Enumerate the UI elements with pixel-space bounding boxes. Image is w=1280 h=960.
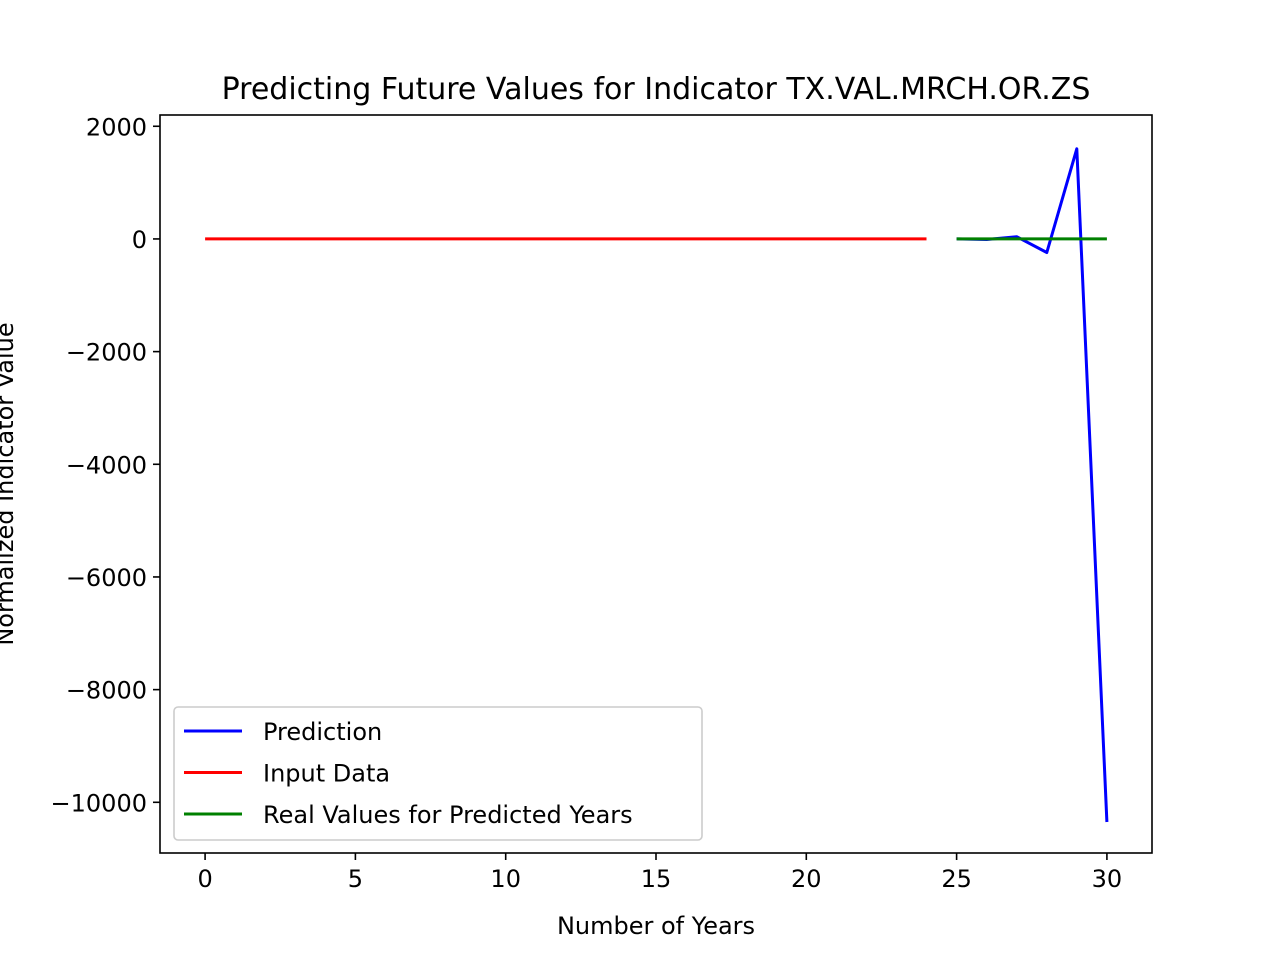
- x-tick-label: 5: [348, 865, 363, 893]
- y-tick-label: −2000: [66, 339, 147, 367]
- y-tick-label: −8000: [66, 677, 147, 705]
- y-tick-label: −6000: [66, 564, 147, 592]
- y-tick-label: 0: [132, 226, 147, 254]
- x-tick-label: 10: [490, 865, 521, 893]
- legend-label-2: Real Values for Predicted Years: [263, 801, 633, 829]
- legend: Prediction Input Data Real Values for Pred…: [173, 706, 703, 841]
- y-tick-label: −4000: [66, 451, 147, 479]
- plot-lines: [205, 147, 1109, 823]
- y-tick-label: −10000: [51, 789, 147, 817]
- y-axis-ticks: 2000 0 −2000 −4000 −6000 −8000 −10000: [51, 113, 160, 817]
- y-axis-label: Normalized Indicator Value: [0, 322, 19, 645]
- x-tick-label: 0: [197, 865, 212, 893]
- legend-label-0: Prediction: [263, 718, 382, 746]
- x-tick-label: 20: [791, 865, 822, 893]
- y-tick-label: 2000: [86, 113, 147, 141]
- x-tick-label: 15: [641, 865, 672, 893]
- x-axis-label: Number of Years: [557, 912, 755, 940]
- chart-title: Predicting Future Values for Indicator T…: [222, 72, 1091, 107]
- x-tick-label: 30: [1092, 865, 1123, 893]
- legend-label-1: Input Data: [263, 760, 390, 788]
- x-tick-label: 25: [941, 865, 972, 893]
- legend-entries: Prediction Input Data Real Values for Pred…: [184, 718, 633, 829]
- legend-box: [173, 706, 703, 841]
- x-axis-ticks: 0 5 10 15 20 25 30: [197, 853, 1122, 893]
- series-line-0: [956, 147, 1109, 823]
